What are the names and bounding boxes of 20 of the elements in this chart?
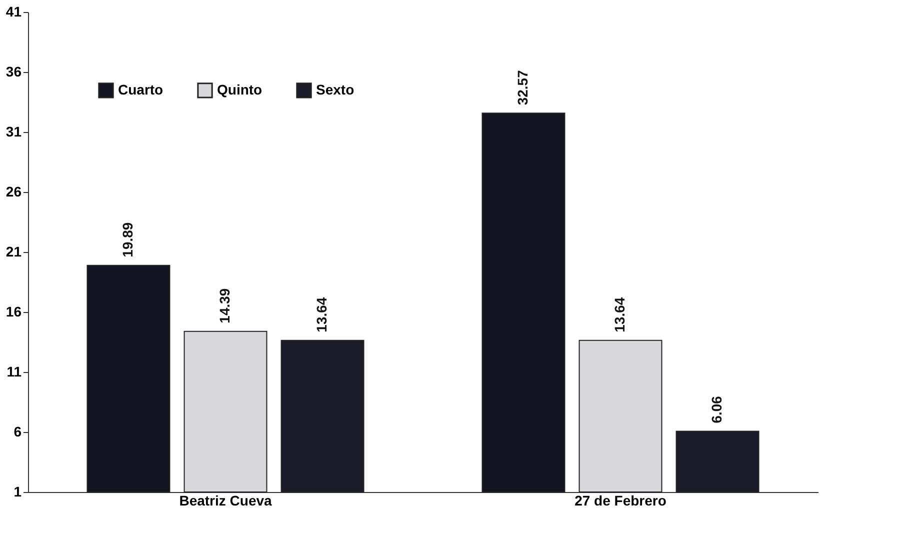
legend-label: Sexto — [316, 81, 354, 98]
y-tick-label: 31 — [6, 124, 22, 140]
x-tick-label: 27 de Febrero — [574, 492, 666, 508]
y-tick-label: 36 — [6, 64, 22, 80]
y-tick-label: 6 — [14, 424, 22, 440]
data-label: 32.57 — [514, 70, 530, 106]
data-label: 19.89 — [119, 222, 136, 258]
data-label: 6.06 — [708, 396, 725, 424]
x-tick-label: Beatriz Cueva — [179, 492, 272, 508]
y-tick-label: 26 — [6, 184, 22, 200]
legend-label: Quinto — [217, 81, 262, 98]
y-tick-label: 16 — [6, 304, 22, 320]
data-label: 14.39 — [216, 288, 232, 324]
y-tick-label: 21 — [6, 244, 22, 260]
y-tick-label: 11 — [6, 364, 22, 380]
y-tick-label: 41 — [6, 4, 22, 20]
data-label: 13.64 — [314, 297, 330, 332]
legend-label: Cuarto — [118, 81, 164, 98]
y-tick-label: 1 — [14, 484, 22, 500]
data-label: 13.64 — [612, 297, 628, 332]
